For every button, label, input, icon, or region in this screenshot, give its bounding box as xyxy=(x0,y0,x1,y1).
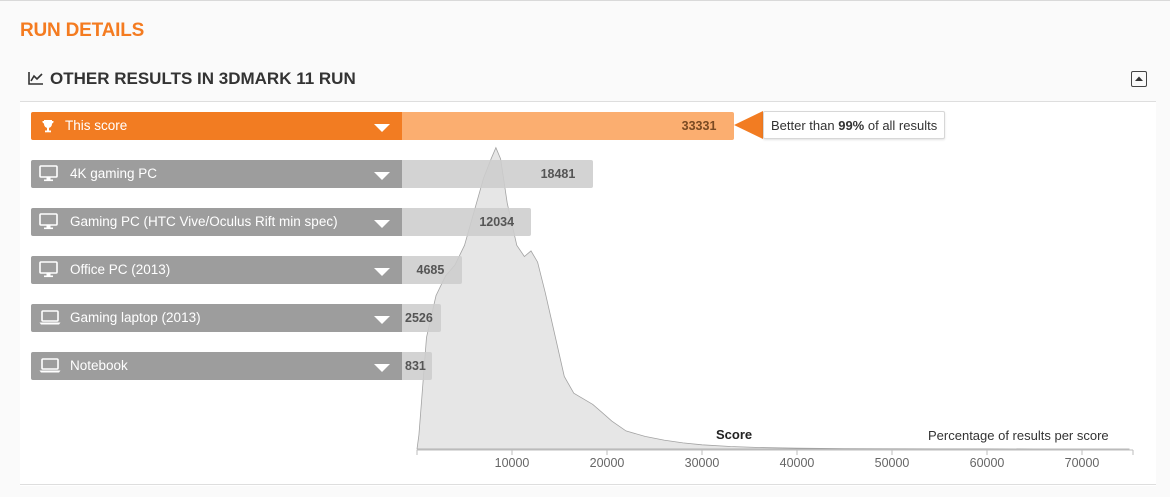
score-bar xyxy=(402,160,593,188)
bottom-rule xyxy=(20,484,1156,485)
row-label: Office PC (2013) xyxy=(70,262,171,277)
top-border xyxy=(0,0,1170,1)
row-label: This score xyxy=(65,118,128,133)
row-label: Gaming laptop (2013) xyxy=(70,310,201,325)
row-label-box[interactable]: 4K gaming PC xyxy=(31,160,402,188)
percentile-callout: Better than 99% of all results xyxy=(763,111,946,139)
callout-prefix: Better than xyxy=(771,118,839,133)
score-bar xyxy=(402,256,462,284)
row-label-box[interactable]: Gaming laptop (2013) xyxy=(31,304,402,332)
y-axis-note: Percentage of results per score xyxy=(928,428,1109,443)
chevron-down-icon[interactable] xyxy=(373,121,391,136)
row-label-box[interactable]: This score xyxy=(31,112,402,140)
score-bar xyxy=(402,112,734,140)
row-label: Notebook xyxy=(70,358,128,373)
desktop-icon xyxy=(39,261,58,281)
laptop-icon xyxy=(39,309,61,329)
line-chart-icon xyxy=(28,71,44,90)
desktop-icon xyxy=(39,213,58,233)
desktop-icon xyxy=(39,165,58,185)
row-label-box[interactable]: Office PC (2013) xyxy=(31,256,402,284)
chevron-down-icon[interactable] xyxy=(373,313,391,328)
score-value: 12034 xyxy=(479,215,515,229)
score-value: 18481 xyxy=(540,167,576,181)
laptop-icon xyxy=(39,357,61,377)
row-label-box[interactable]: Gaming PC (HTC Vive/Oculus Rift min spec… xyxy=(31,208,402,236)
trophy-icon xyxy=(40,118,56,137)
row-label: 4K gaming PC xyxy=(70,166,158,181)
score-value: 2526 xyxy=(405,311,433,325)
score-bar xyxy=(402,208,532,236)
callout-arrow xyxy=(734,111,763,139)
chevron-down-icon[interactable] xyxy=(373,265,391,280)
score-bar xyxy=(402,304,441,332)
section-title: OTHER RESULTS IN 3DMARK 11 RUN xyxy=(50,69,356,88)
page-title: RUN DETAILS xyxy=(20,20,145,41)
x-axis-title: Score xyxy=(716,427,753,442)
x-tick-label: 60000 xyxy=(969,456,1005,470)
collapse-button[interactable] xyxy=(1131,71,1147,87)
x-tick-label: 10000 xyxy=(494,456,530,470)
x-tick-label: 20000 xyxy=(589,456,625,470)
score-value: 33331 xyxy=(681,119,717,133)
callout-suffix: of all results xyxy=(864,118,938,133)
score-value: 831 xyxy=(405,359,426,373)
x-tick-label: 70000 xyxy=(1064,456,1100,470)
score-bar xyxy=(402,352,432,380)
section-header: OTHER RESULTS IN 3DMARK 11 RUN xyxy=(20,58,1156,102)
row-label-box[interactable]: Notebook xyxy=(31,352,402,380)
chevron-down-icon[interactable] xyxy=(373,361,391,376)
chevron-down-icon[interactable] xyxy=(373,217,391,232)
score-value: 4685 xyxy=(416,263,445,277)
row-label: Gaming PC (HTC Vive/Oculus Rift min spec… xyxy=(70,214,338,229)
x-tick-label: 40000 xyxy=(779,456,815,470)
x-tick-label: 30000 xyxy=(684,456,720,470)
x-tick-label: 50000 xyxy=(874,456,910,470)
chevron-down-icon[interactable] xyxy=(373,169,391,184)
collapse-icon xyxy=(1135,76,1143,81)
callout-percent: 99% xyxy=(838,118,865,133)
